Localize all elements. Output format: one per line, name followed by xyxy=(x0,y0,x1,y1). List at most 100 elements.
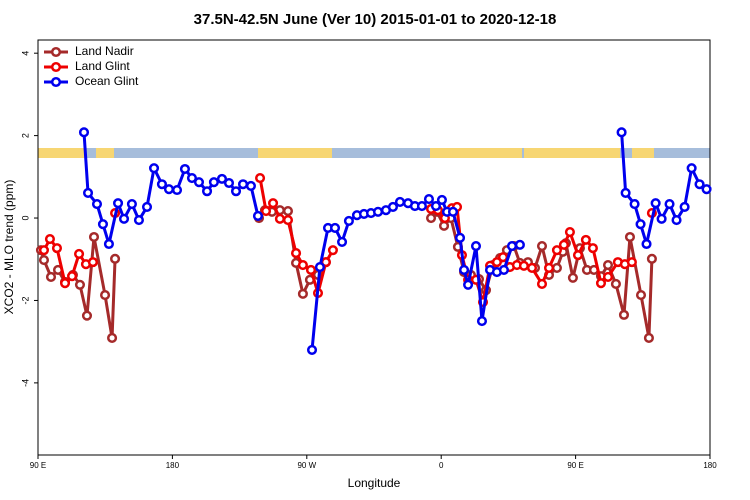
data-point xyxy=(543,262,555,273)
data-point xyxy=(38,245,50,256)
data-point xyxy=(45,271,57,283)
legend-marker xyxy=(50,46,62,58)
data-point xyxy=(514,239,525,250)
data-point xyxy=(163,184,175,195)
data-point xyxy=(372,206,384,217)
data-point xyxy=(103,238,114,250)
x-tick-label: 180 xyxy=(703,461,717,470)
data-point xyxy=(91,198,103,210)
data-point xyxy=(635,290,647,301)
data-point xyxy=(193,177,205,188)
chart-title: 37.5N-42.5N June (Ver 10) 2015-01-01 to … xyxy=(194,11,557,28)
legend-label: Ocean Glint xyxy=(75,74,139,88)
x-axis-label: Longitude xyxy=(348,476,401,490)
data-point xyxy=(624,231,636,243)
data-point xyxy=(305,264,317,276)
data-point xyxy=(656,213,667,224)
data-point xyxy=(470,241,482,252)
data-point xyxy=(686,163,697,174)
data-point xyxy=(438,220,450,231)
data-point xyxy=(274,213,285,224)
data-point xyxy=(650,198,661,209)
legend-marker xyxy=(50,61,62,73)
data-point xyxy=(255,173,266,184)
data-point xyxy=(551,245,562,256)
data-point xyxy=(635,219,646,230)
data-point xyxy=(282,215,294,226)
data-point xyxy=(230,186,242,197)
data-point xyxy=(237,179,249,190)
data-point xyxy=(51,243,63,254)
data-point xyxy=(587,243,598,254)
data-point xyxy=(252,210,264,222)
data-point xyxy=(536,278,548,290)
data-point xyxy=(701,184,712,195)
data-point xyxy=(82,187,94,198)
data-point xyxy=(610,278,621,290)
data-point xyxy=(44,234,55,245)
data-point xyxy=(148,163,160,174)
data-point xyxy=(297,288,308,299)
data-point xyxy=(551,262,562,273)
data-point xyxy=(87,257,99,268)
data-point xyxy=(282,205,294,217)
data-point xyxy=(52,264,64,276)
data-point xyxy=(506,241,518,252)
data-point xyxy=(425,212,437,224)
data-point xyxy=(327,245,338,256)
data-point xyxy=(618,309,630,320)
data-point xyxy=(107,332,118,344)
y-tick-label: -4 xyxy=(20,379,30,387)
data-point xyxy=(110,253,121,264)
data-point xyxy=(629,198,640,210)
data-point xyxy=(476,316,488,327)
data-point xyxy=(643,332,654,344)
data-point xyxy=(664,198,675,210)
data-point xyxy=(671,215,682,226)
x-tick-label: 0 xyxy=(439,461,444,470)
y-tick-label: -2 xyxy=(20,296,30,304)
data-point xyxy=(81,310,93,321)
data-point xyxy=(59,278,71,289)
legend-label: Land Glint xyxy=(75,59,130,73)
data-point xyxy=(38,255,50,266)
data-point xyxy=(268,198,279,209)
x-tick-label: 180 xyxy=(166,461,180,470)
data-point xyxy=(343,215,354,226)
data-point xyxy=(260,205,272,217)
legend-marker xyxy=(50,76,62,88)
data-point xyxy=(314,262,325,273)
data-point xyxy=(297,259,308,271)
plot-frame xyxy=(37,39,711,456)
data-point xyxy=(78,127,90,138)
data-point xyxy=(454,232,466,243)
data-point xyxy=(223,177,235,189)
data-point xyxy=(626,257,637,268)
data-point xyxy=(536,241,548,252)
data-point xyxy=(112,198,124,209)
data-point xyxy=(558,239,570,250)
data-point xyxy=(526,262,538,273)
data-point xyxy=(602,259,614,271)
data-point xyxy=(66,271,78,282)
data-point xyxy=(216,173,228,184)
data-point xyxy=(430,201,442,212)
data-point xyxy=(447,206,459,217)
legend-label: Land Nadir xyxy=(75,44,134,58)
data-point xyxy=(602,271,614,283)
data-point xyxy=(646,253,657,264)
data-point xyxy=(458,264,470,276)
data-point xyxy=(497,252,509,263)
data-point xyxy=(179,163,190,175)
data-point xyxy=(186,173,198,184)
data-point xyxy=(156,179,167,190)
data-point xyxy=(387,201,399,212)
x-tick-label: 90 E xyxy=(567,461,583,470)
data-point xyxy=(595,278,607,289)
data-point xyxy=(580,234,591,245)
data-point xyxy=(572,250,584,261)
data-point xyxy=(74,279,86,290)
x-tick-label: 90 W xyxy=(297,461,316,470)
data-point xyxy=(208,177,219,188)
